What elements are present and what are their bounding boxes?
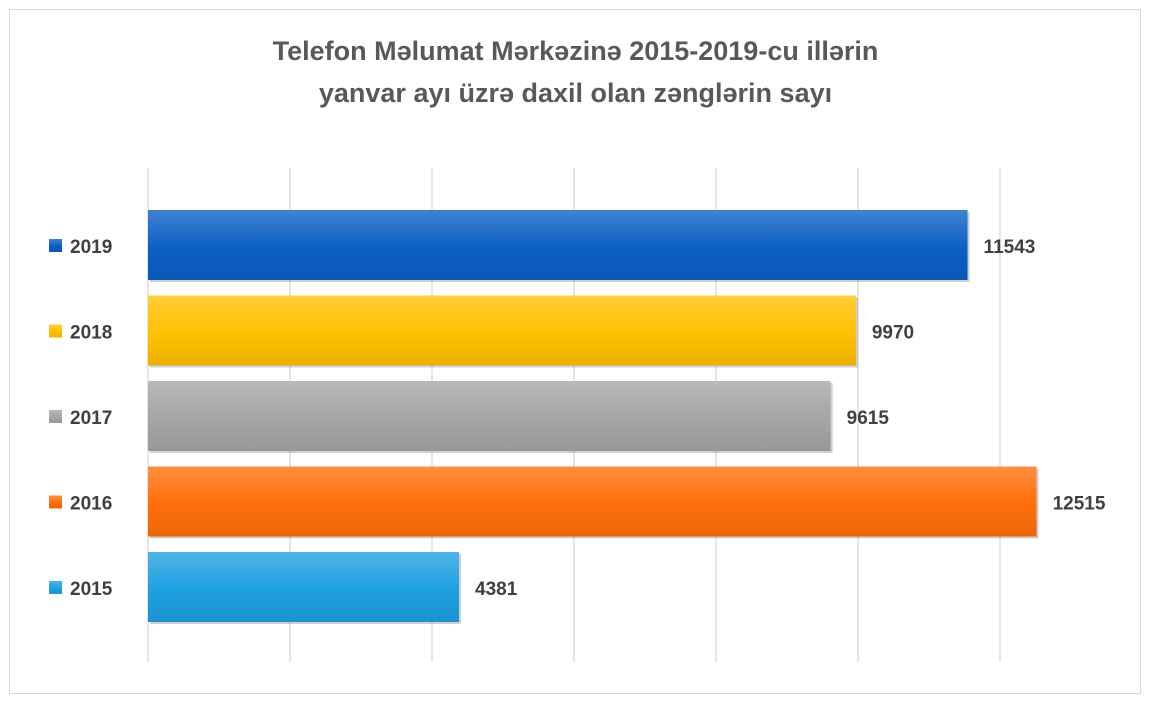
category-label-2016: 2016 xyxy=(70,494,112,515)
legend-key-2019 xyxy=(49,239,62,252)
category-label-2017: 2017 xyxy=(70,408,112,429)
legend-key-2017 xyxy=(49,410,62,423)
legend-key-2018 xyxy=(49,324,62,338)
bar-2017 xyxy=(148,381,831,451)
category-labels: 2019 2018 2017 2016 2015 xyxy=(49,237,113,600)
value-label-2018: 9970 xyxy=(872,323,914,344)
legend-key-2015 xyxy=(49,581,62,594)
category-label-2015: 2015 xyxy=(70,579,113,600)
bar-2015 xyxy=(148,552,460,622)
bar-2016 xyxy=(148,466,1037,537)
value-label-2016: 12515 xyxy=(1053,494,1106,515)
bar-2018 xyxy=(148,295,856,366)
bar-2019 xyxy=(148,210,968,280)
legend-key-2016 xyxy=(49,495,62,509)
category-label-2018: 2018 xyxy=(70,323,112,344)
bars xyxy=(148,210,1039,624)
value-label-2019: 11543 xyxy=(984,237,1036,258)
value-labels: 11543 9970 9615 12515 4381 xyxy=(475,237,1106,600)
chart-title-line-2: yanvar ayı üzrə daxil olan zənglərin say… xyxy=(318,78,833,108)
value-label-2017: 9615 xyxy=(847,408,890,429)
value-label-2015: 4381 xyxy=(475,579,518,600)
chart-title: Telefon Məlumat Mərkəzinə 2015-2019-cu i… xyxy=(0,30,1151,114)
chart-title-line-1: Telefon Məlumat Mərkəzinə 2015-2019-cu i… xyxy=(272,36,879,66)
category-label-2019: 2019 xyxy=(70,237,112,258)
